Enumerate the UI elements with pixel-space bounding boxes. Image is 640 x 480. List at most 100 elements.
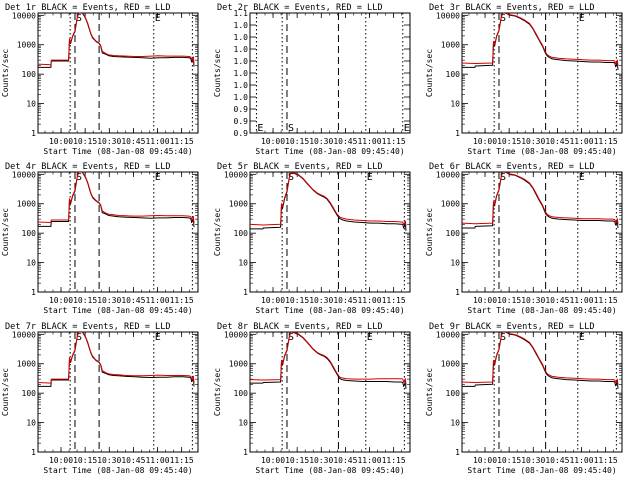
panel-title: Det 1r BLACK = Events, RED = LLD xyxy=(5,3,171,13)
y-tick-label: 10 xyxy=(26,100,36,109)
time-marker-label: S xyxy=(76,332,82,343)
x-tick-label: 10:00 xyxy=(49,456,73,465)
time-marker-label: E xyxy=(579,332,585,343)
x-tick-label: 11:15 xyxy=(594,456,618,465)
time-marker-label: S xyxy=(500,172,506,183)
time-marker-label: E xyxy=(579,172,585,183)
plot-frame xyxy=(37,12,199,134)
series-group xyxy=(462,172,619,229)
panel-title: Det 2r BLACK = Events, RED = LLD xyxy=(217,3,383,13)
plot-frame xyxy=(461,331,623,453)
y-tick-label: 10000 xyxy=(12,11,36,20)
y-tick-label: 100 xyxy=(234,389,249,398)
y-tick-label: 100 xyxy=(446,229,461,238)
x-axis-label: Start Time (08-Jan-08 09:45:40) xyxy=(43,306,192,315)
x-tick-label: 11:15 xyxy=(382,137,406,146)
x-tick-label: 10:00 xyxy=(473,137,497,146)
y-tick-label: 1 xyxy=(455,288,460,297)
time-marker-label: E xyxy=(155,172,161,183)
time-marker-label: E xyxy=(404,123,410,134)
series-group xyxy=(38,13,195,68)
y-tick-label: 10 xyxy=(238,259,248,268)
x-tick-label: 10:00 xyxy=(261,137,285,146)
lld-series-line xyxy=(462,332,619,386)
x-tick-label: 10:30 xyxy=(309,456,333,465)
series-group xyxy=(38,332,195,387)
y-tick-label: 1000 xyxy=(17,41,36,50)
detector-panel-2: Det 2r BLACK = Events, RED = LLD 10:00 10:… xyxy=(213,3,411,156)
x-tick-label: 10:15 xyxy=(497,456,521,465)
y-tick-label: 10 xyxy=(450,419,460,428)
x-tick-label: 10:45 xyxy=(545,456,569,465)
plot-frame xyxy=(249,171,411,293)
x-tick-label: 10:15 xyxy=(285,137,309,146)
y-tick-label: 1000 xyxy=(229,200,248,209)
panel-title: Det 3r BLACK = Events, RED = LLD xyxy=(429,3,595,13)
x-tick-label: 10:45 xyxy=(121,296,145,305)
y-tick-label: 10000 xyxy=(12,170,36,179)
y-tick-label: 1 xyxy=(243,448,248,457)
time-marker-label: S xyxy=(500,332,506,343)
x-tick-label: 10:00 xyxy=(49,137,73,146)
panel-title: Det 5r BLACK = Events, RED = LLD xyxy=(217,162,383,172)
y-tick-label: 1.0 xyxy=(234,33,249,42)
y-tick-label: 1.0 xyxy=(234,21,249,30)
y-tick-label: 1.0 xyxy=(234,93,249,102)
x-tick-label: 10:30 xyxy=(97,456,121,465)
y-tick-label: 10000 xyxy=(436,330,460,339)
y-tick-label: 1.0 xyxy=(234,57,249,66)
x-axis-label: Start Time (08-Jan-08 09:45:40) xyxy=(255,466,404,475)
x-tick-label: 10:00 xyxy=(473,456,497,465)
time-marker-label: S xyxy=(288,123,294,134)
events-series-line xyxy=(38,13,195,68)
panel-title: Det 9r BLACK = Events, RED = LLD xyxy=(429,322,595,332)
y-tick-label: 100 xyxy=(234,229,249,238)
y-tick-label: 10 xyxy=(450,100,460,109)
y-axis-label: Counts/sec xyxy=(1,49,10,97)
y-tick-label: 100 xyxy=(446,389,461,398)
x-tick-label: 11:00 xyxy=(357,456,381,465)
y-axis-label: Counts/sec xyxy=(425,208,434,256)
lld-series-line xyxy=(462,13,619,67)
x-tick-label: 11:00 xyxy=(569,456,593,465)
y-tick-label: 10000 xyxy=(436,170,460,179)
x-tick-label: 11:15 xyxy=(594,137,618,146)
time-marker-label: E xyxy=(579,13,585,24)
y-tick-label: 1 xyxy=(31,448,36,457)
x-tick-label: 11:15 xyxy=(170,296,194,305)
detector-panel-3: Det 3r BLACK = Events, RED = LLD 10:00 10:… xyxy=(425,3,623,156)
time-marker-label: E xyxy=(155,13,161,24)
x-tick-label: 10:15 xyxy=(73,296,97,305)
series-group xyxy=(462,332,619,389)
y-tick-label: 10 xyxy=(26,419,36,428)
x-tick-label: 11:00 xyxy=(145,296,169,305)
plot-frame xyxy=(461,12,623,134)
lld-series-line xyxy=(38,332,195,384)
x-tick-label: 11:15 xyxy=(170,137,194,146)
x-tick-label: 11:00 xyxy=(569,296,593,305)
y-tick-label: 10 xyxy=(26,259,36,268)
y-tick-label: 10000 xyxy=(12,330,36,339)
x-tick-label: 10:00 xyxy=(49,296,73,305)
x-tick-label: 11:00 xyxy=(145,137,169,146)
y-tick-label: 1.1 xyxy=(234,9,249,18)
time-marker-label: E xyxy=(367,332,373,343)
x-tick-label: 10:30 xyxy=(521,137,545,146)
plot-frame xyxy=(461,171,623,293)
x-axis-label: Start Time (08-Jan-08 09:45:40) xyxy=(467,147,616,156)
x-tick-label: 11:15 xyxy=(382,296,406,305)
y-tick-label: 1 xyxy=(31,129,36,138)
x-tick-label: 11:00 xyxy=(357,137,381,146)
plot-frame xyxy=(37,331,199,453)
time-marker-label: E xyxy=(257,123,263,134)
time-marker-label: S xyxy=(500,13,506,24)
x-tick-label: 11:15 xyxy=(382,456,406,465)
y-tick-label: 0.9 xyxy=(234,117,249,126)
y-tick-label: 100 xyxy=(22,229,37,238)
x-tick-label: 10:45 xyxy=(545,137,569,146)
x-tick-label: 10:30 xyxy=(309,296,333,305)
y-tick-label: 10 xyxy=(238,419,248,428)
